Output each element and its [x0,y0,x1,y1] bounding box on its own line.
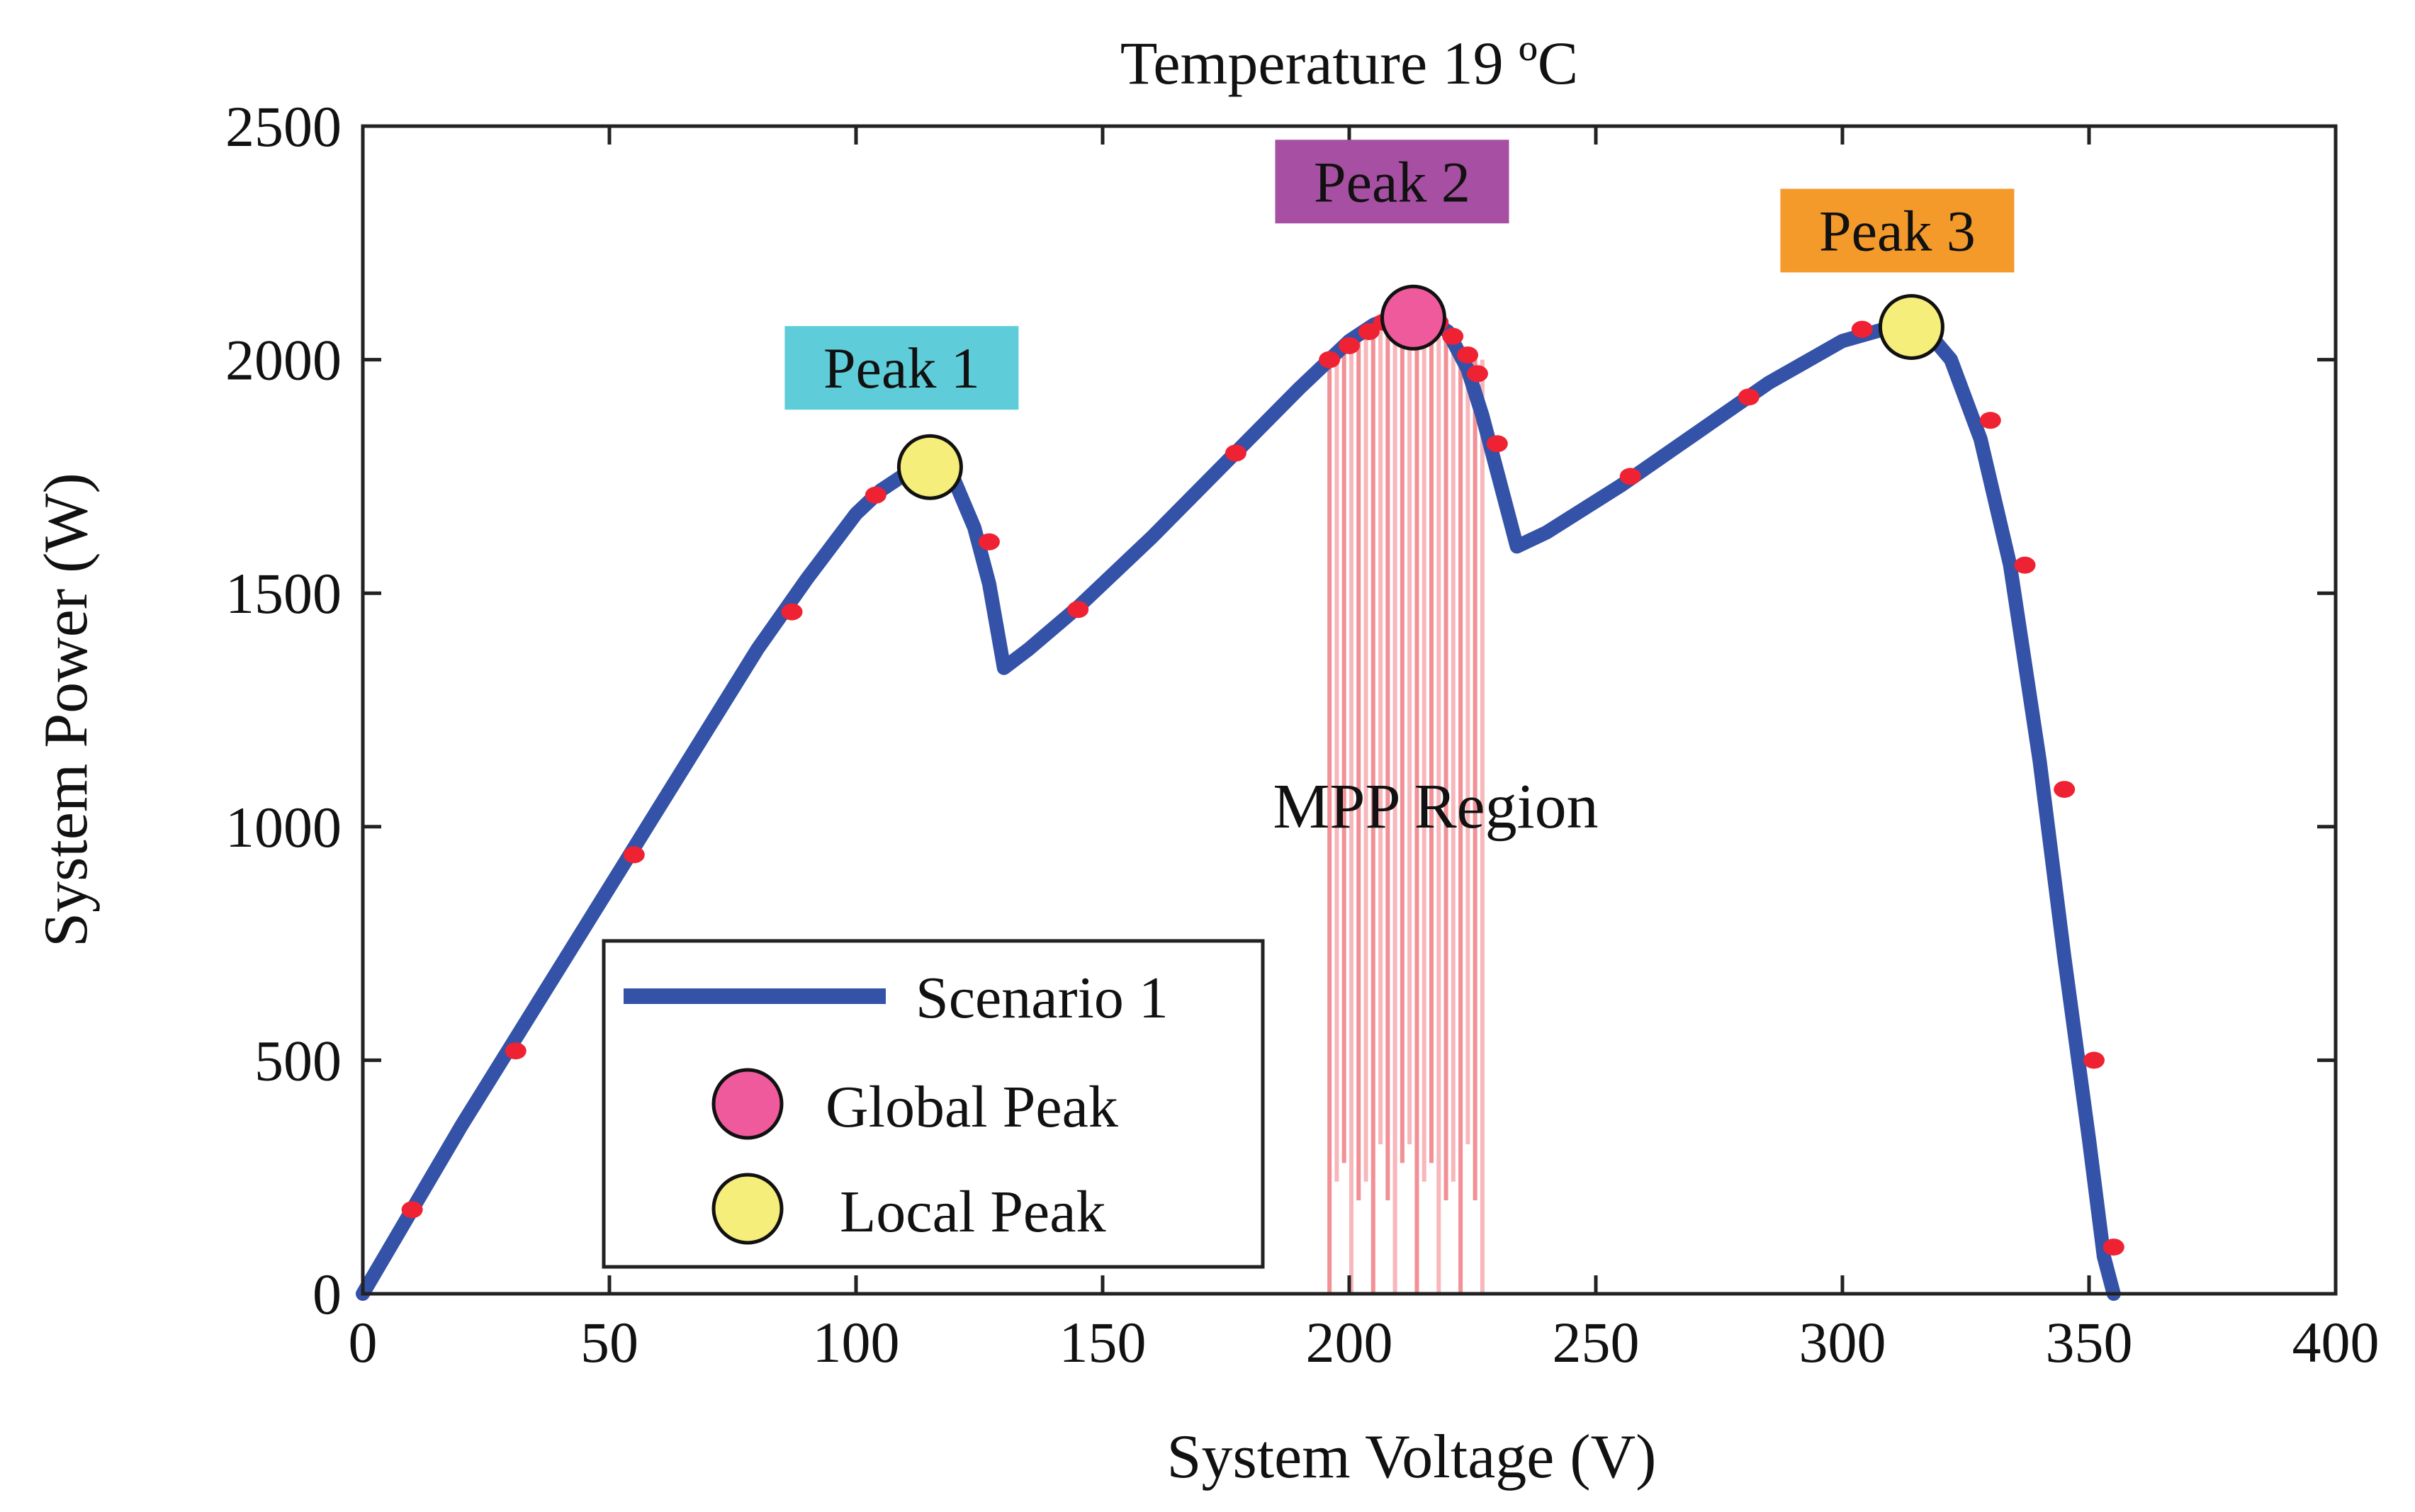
peak-label-box-1 [784,326,1019,410]
peak-label-box-3 [1780,188,2015,273]
sample-point [1979,412,2001,429]
y-tick-label: 0 [313,1262,342,1326]
sample-point [978,533,1000,551]
mpp-region-label: MPP Region [1273,772,1598,842]
sample-point [1442,327,1464,345]
sample-point [1851,320,1873,338]
sample-point [2083,1051,2105,1069]
sample-point [1738,388,1760,406]
y-tick-label: 500 [254,1028,342,1093]
peak-point-1 [896,434,963,500]
y-tick-label: 1000 [225,795,342,859]
sample-point [623,846,645,864]
legend-label-local-peak: Local Peak [840,1179,1106,1245]
sample-point [1619,468,1641,485]
sample-point [1486,435,1508,453]
peak-label-text-2: Peak 2 [1314,149,1470,214]
sample-point [1067,601,1089,619]
x-tick-label: 100 [813,1310,900,1375]
sample-point [505,1042,527,1060]
legend-label-scenario: Scenario 1 [916,965,1169,1031]
legend-global-peak-swatch [711,1068,784,1140]
peak-label-box-2 [1275,140,1509,224]
sample-point [781,603,803,621]
sample-point [1225,444,1246,462]
x-axis-label: System Voltage (V) [1167,1423,1657,1491]
y-tick-label: 1500 [225,561,342,626]
sample-point [2054,781,2076,799]
y-tick-label: 2500 [225,94,342,159]
x-tick-label: 250 [1553,1310,1640,1375]
sample-point [1358,323,1380,341]
sample-point [1319,351,1341,368]
y-axis-label: System Power (W) [32,473,101,947]
x-tick-label: 350 [2046,1310,2133,1375]
chart-title: Temperature 19 ºC [1120,29,1578,97]
x-tick-label: 150 [1059,1310,1147,1375]
x-tick-label: 50 [580,1310,638,1375]
y-tick-label: 2000 [225,328,342,393]
peak-point-2 [1380,284,1446,351]
mpp-region [1327,322,1485,1294]
legend-label-global-peak: Global Peak [826,1074,1118,1140]
sample-point [2102,1239,2124,1256]
x-tick-label: 200 [1306,1310,1393,1375]
peak-label-text-3: Peak 3 [1819,198,1976,263]
peak-markers [896,284,1944,500]
legend-local-peak-swatch [711,1173,784,1245]
peak-point-3 [1878,293,1944,360]
x-tick-label: 400 [2292,1310,2380,1375]
peak-labels: Peak 1 Peak 2 Peak 3 [784,140,2015,410]
sample-point [1339,337,1360,354]
legend: Scenario 1 Global Peak Local Peak [602,939,1265,1269]
sample-point [2014,556,2036,574]
peak-label-text-1: Peak 1 [823,336,980,400]
x-tick-label: 300 [1799,1310,1886,1375]
sample-point [1457,346,1479,364]
axis-ticks: 0 50 100 150 200 250 300 350 400 0 500 1000 1500 2000… [225,94,2380,1375]
sample-point [1466,365,1488,383]
sample-point [865,486,886,504]
x-tick-label: 0 [349,1310,378,1375]
sample-point [401,1201,423,1219]
